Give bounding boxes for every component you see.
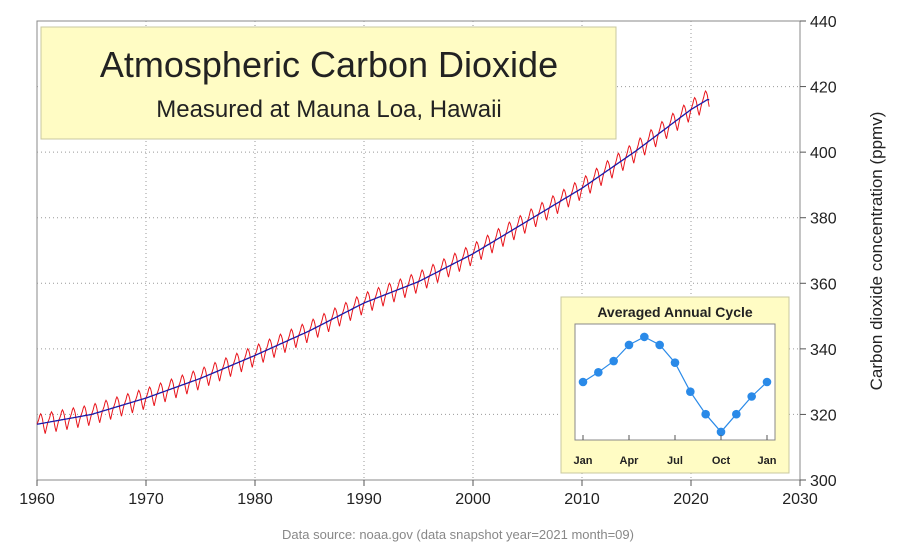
inset-point bbox=[609, 356, 618, 366]
x-tick-label: 1980 bbox=[237, 491, 273, 508]
inset-point bbox=[732, 409, 741, 419]
chart-subtitle: Measured at Mauna Loa, Hawaii bbox=[156, 96, 502, 123]
inset-point bbox=[716, 427, 726, 437]
inset-x-tick-label: Jan bbox=[758, 455, 777, 467]
x-axis: 1960 1970 1980 1990 2000 2010 2020 2030 bbox=[19, 480, 818, 508]
x-tick-label: 2000 bbox=[455, 491, 491, 508]
title-box bbox=[40, 26, 617, 140]
inset-point bbox=[578, 377, 588, 387]
inset-x-tick-label: Oct bbox=[712, 455, 731, 467]
y-tick-label: 420 bbox=[810, 80, 837, 97]
inset-chart: Averaged Annual Cycle Jan Apr Jul Oct Jan bbox=[560, 296, 790, 474]
inset-x-tick-label: Jan bbox=[574, 455, 593, 467]
y-tick-label: 440 bbox=[810, 14, 837, 31]
y-tick-label: 320 bbox=[810, 407, 837, 424]
inset-marks bbox=[578, 332, 772, 437]
x-tick-label: 1970 bbox=[128, 491, 164, 508]
inset-x-tick-label: Jul bbox=[667, 455, 683, 467]
inset-point bbox=[594, 368, 603, 377]
source-note: Data source: noaa.gov (data snapshot yea… bbox=[282, 527, 634, 542]
x-tick-label: 1990 bbox=[346, 491, 382, 508]
inset-point bbox=[670, 358, 680, 367]
inset-point bbox=[624, 340, 634, 350]
y-tick-label: 340 bbox=[810, 342, 837, 359]
inset-plot-area bbox=[574, 323, 776, 441]
series-group bbox=[36, 89, 710, 434]
y-tick-label: 300 bbox=[810, 473, 837, 490]
x-tick-label: 2030 bbox=[782, 491, 818, 508]
monthly-co2-line bbox=[36, 89, 710, 434]
inset-point bbox=[701, 409, 710, 419]
inset-title: Averaged Annual Cycle bbox=[597, 304, 753, 320]
y-tick-label: 400 bbox=[810, 145, 837, 162]
x-tick-label: 2010 bbox=[564, 491, 600, 508]
trend-co2-line bbox=[36, 99, 710, 425]
x-tick-label: 1960 bbox=[19, 491, 55, 508]
inset-point bbox=[686, 387, 695, 396]
inset-point bbox=[640, 332, 649, 342]
y-tick-label: 360 bbox=[810, 276, 837, 293]
y-axis: 300 320 340 360 380 400 420 440 bbox=[800, 14, 837, 490]
inset-x-axis: Jan Apr Jul Oct Jan bbox=[574, 435, 777, 467]
x-tick-label: 2020 bbox=[673, 491, 709, 508]
inset-point bbox=[747, 392, 756, 401]
inset-point bbox=[655, 340, 664, 350]
y-tick-label: 380 bbox=[810, 211, 837, 228]
inset-point bbox=[762, 377, 772, 387]
y-axis-label: Carbon dioxide concentration (ppmv) bbox=[867, 112, 886, 391]
inset-x-tick-label: Apr bbox=[620, 455, 640, 467]
chart-title: Atmospheric Carbon Dioxide bbox=[100, 44, 558, 85]
